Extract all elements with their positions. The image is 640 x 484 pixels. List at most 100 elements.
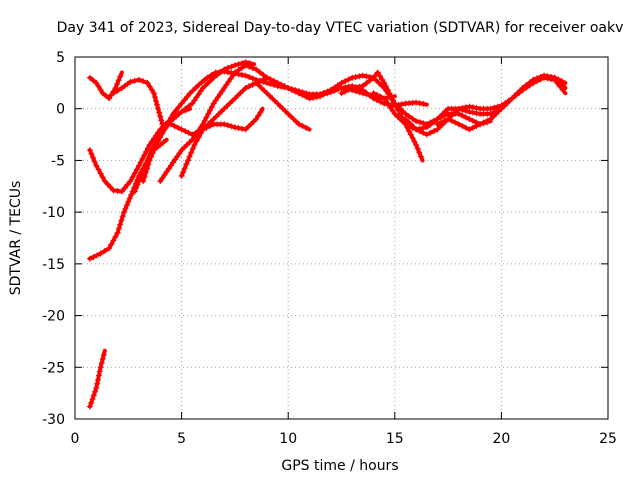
data-point (544, 73, 551, 80)
data-point (466, 126, 473, 133)
data-point (121, 185, 128, 191)
data-point (317, 93, 324, 100)
data-point (397, 110, 404, 117)
data-point (124, 181, 131, 188)
data-point (180, 169, 187, 176)
data-point (97, 170, 104, 177)
data-point (185, 129, 192, 136)
x-tick-label: 0 (71, 431, 80, 447)
data-point (234, 92, 241, 99)
data-point (306, 95, 313, 102)
data-point (133, 166, 140, 173)
data-point (383, 98, 390, 105)
data-point (384, 86, 391, 93)
data-point (146, 141, 153, 148)
data-point (191, 97, 198, 104)
data-point (253, 79, 260, 86)
data-point (182, 106, 189, 113)
data-point (192, 84, 199, 91)
data-point (170, 110, 177, 117)
data-point (167, 114, 174, 121)
data-point (93, 385, 100, 391)
data-point (104, 181, 111, 188)
data-point (349, 74, 356, 81)
data-point (207, 77, 214, 84)
data-point (188, 149, 195, 156)
data-point (187, 90, 194, 97)
data-point (548, 74, 555, 80)
data-point (388, 93, 395, 100)
data-point (459, 112, 466, 119)
data-point (303, 124, 309, 131)
data-point (95, 372, 102, 379)
data-point (165, 165, 172, 172)
data-point (115, 225, 122, 232)
data-point (430, 128, 437, 135)
data-point (89, 396, 96, 403)
data-point (366, 92, 373, 99)
grid-lines (75, 57, 608, 419)
data-point (455, 110, 462, 117)
data-point (559, 82, 566, 89)
data-point (253, 116, 260, 123)
data-point (229, 72, 236, 79)
data-point (541, 72, 547, 79)
data-point (97, 86, 104, 93)
data-point (420, 100, 427, 107)
data-point (427, 121, 434, 128)
data-point (509, 95, 516, 102)
data-point (175, 124, 181, 131)
data-point (303, 93, 309, 100)
data-point (402, 110, 409, 117)
data-point (221, 121, 228, 128)
data-point (205, 121, 212, 128)
data-point (184, 93, 191, 100)
data-point (94, 380, 101, 387)
data-point (193, 138, 200, 144)
data-point (146, 83, 153, 90)
data-point (501, 103, 508, 110)
data-point (416, 149, 423, 156)
data-point (420, 129, 427, 136)
data-point (263, 90, 270, 97)
data-point (205, 110, 212, 117)
data-point (174, 153, 181, 160)
data-point (91, 158, 98, 165)
data-point (183, 141, 190, 148)
data-point (249, 65, 256, 71)
data-point (231, 95, 238, 102)
data-point (221, 68, 228, 75)
data-point (292, 88, 299, 95)
y-tick-label: -20 (42, 309, 65, 325)
data-point (235, 67, 242, 74)
data-point (186, 139, 193, 146)
data-point (101, 178, 108, 185)
data-point (154, 101, 161, 108)
data-point (108, 241, 115, 248)
data-point (88, 151, 95, 157)
data-point (170, 159, 177, 166)
y-tick-label: -15 (42, 257, 65, 273)
data-point (466, 108, 473, 115)
data-point (126, 195, 133, 202)
data-point (199, 126, 206, 133)
data-point (393, 104, 400, 110)
data-point (90, 254, 97, 260)
data-point (391, 110, 398, 117)
data-point (131, 188, 138, 195)
data-point (239, 125, 245, 132)
data-point (487, 110, 494, 117)
data-point (141, 174, 148, 180)
data-point (406, 113, 412, 120)
data-point (334, 82, 341, 89)
data-point (144, 145, 151, 152)
data-point (186, 153, 193, 160)
data-point (96, 368, 103, 375)
data-point (434, 121, 441, 128)
data-point (459, 105, 466, 111)
data-point (473, 105, 480, 111)
data-point (101, 247, 108, 254)
data-point (167, 162, 174, 169)
data-point (395, 107, 402, 114)
data-point (161, 126, 168, 133)
